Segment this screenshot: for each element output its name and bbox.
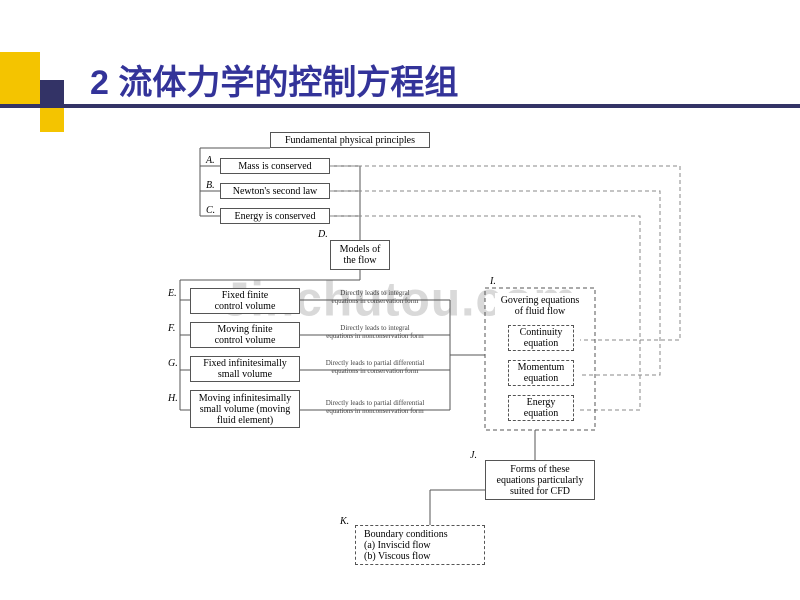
label-b: B. [206, 180, 215, 191]
label-i: I. [490, 276, 496, 287]
label-j: J. [470, 450, 477, 461]
conn-e: Directly leads to integral equations in … [310, 290, 440, 305]
box-continuity: Continuity equation [508, 325, 574, 351]
box-j: Forms of these equations particularly su… [485, 460, 595, 500]
label-c: C. [206, 205, 215, 216]
label-h: H. [168, 393, 178, 404]
box-h: Moving infinitesimally small volume (mov… [190, 390, 300, 428]
box-g: Fixed infinitesimally small volume [190, 356, 300, 382]
label-f: F. [168, 323, 175, 334]
box-i: Govering equations of fluid flow [495, 293, 585, 319]
label-g: G. [168, 358, 178, 369]
header-decor-blue-sq [40, 80, 64, 104]
conn-h: Directly leads to partial differential e… [310, 400, 440, 415]
box-d: Models of the flow [330, 240, 390, 270]
header-decor-yellow [0, 52, 40, 104]
header-decor-yellow-sq [40, 108, 64, 132]
box-root: Fundamental physical principles [270, 132, 430, 148]
box-b: Newton's second law [220, 183, 330, 199]
label-e: E. [168, 288, 177, 299]
conn-g: Directly leads to partial differential e… [310, 360, 440, 375]
box-energy: Energy equation [508, 395, 574, 421]
flowchart: Fundamental physical principles A. Mass … [150, 130, 700, 580]
title-text: 流体力学的控制方程组 [118, 64, 458, 102]
conn-f: Directly leads to integral equations in … [310, 325, 440, 340]
page-title: 2 流体力学的控制方程组 [90, 55, 458, 104]
header-divider [0, 104, 800, 108]
label-d: D. [318, 229, 328, 240]
box-k: Boundary conditions (a) Inviscid flow (b… [355, 525, 485, 565]
box-momentum: Momentum equation [508, 360, 574, 386]
title-number: 2 [90, 64, 109, 102]
box-c: Energy is conserved [220, 208, 330, 224]
box-f: Moving finite control volume [190, 322, 300, 348]
label-k: K. [340, 516, 349, 527]
box-e: Fixed finite control volume [190, 288, 300, 314]
box-a: Mass is conserved [220, 158, 330, 174]
label-a: A. [206, 155, 215, 166]
